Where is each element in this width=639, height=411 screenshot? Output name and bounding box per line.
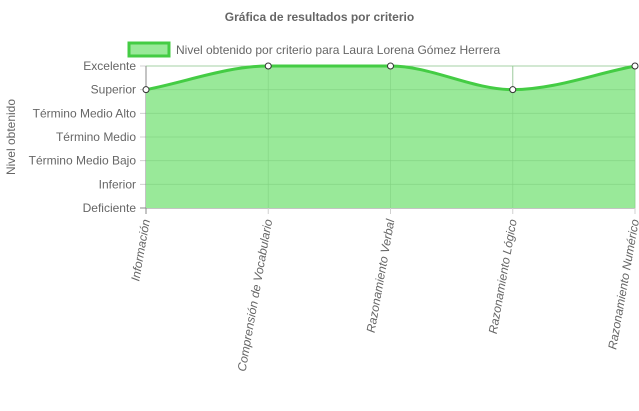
- plot-area: [145, 64, 636, 208]
- data-point[interactable]: [387, 62, 394, 70]
- legend-swatch: [127, 41, 171, 58]
- y-tick-label: Superior: [91, 83, 136, 97]
- legend[interactable]: Nivel obtenido por criterio para Laura L…: [127, 41, 500, 58]
- y-axis-ticks: Deficiente Inferior Término Medio Bajo Térm…: [29, 59, 137, 215]
- x-tick-label: Información: [128, 218, 153, 282]
- x-tick-label: Razonamiento Verbal: [364, 218, 398, 334]
- data-point[interactable]: [142, 86, 150, 94]
- legend-label: Nivel obtenido por criterio para Laura L…: [176, 43, 500, 57]
- data-point[interactable]: [631, 62, 639, 70]
- y-axis-title: Nivel obtenido: [4, 99, 18, 175]
- y-tick-label: Inferior: [99, 177, 136, 191]
- y-tick-label: Término Medio: [56, 130, 136, 144]
- x-tick-label: Comprensión de Vocabulario: [235, 218, 276, 373]
- x-axis-ticks: Información Comprensión de Vocabulario Raz…: [128, 218, 639, 373]
- y-tick-label: Término Medio Alto: [33, 106, 137, 120]
- data-point[interactable]: [509, 86, 517, 94]
- data-points: [142, 62, 639, 94]
- chart-title: Gráfica de resultados por criterio: [225, 10, 414, 24]
- y-tick-label: Excelente: [83, 59, 136, 73]
- y-tick-label: Término Medio Bajo: [29, 154, 137, 168]
- x-tick-label: Razonamiento Numérico: [605, 218, 639, 351]
- data-point[interactable]: [264, 62, 272, 70]
- y-tick-label: Deficiente: [83, 201, 137, 215]
- x-tick-label: Razonamiento Lógico: [486, 218, 520, 335]
